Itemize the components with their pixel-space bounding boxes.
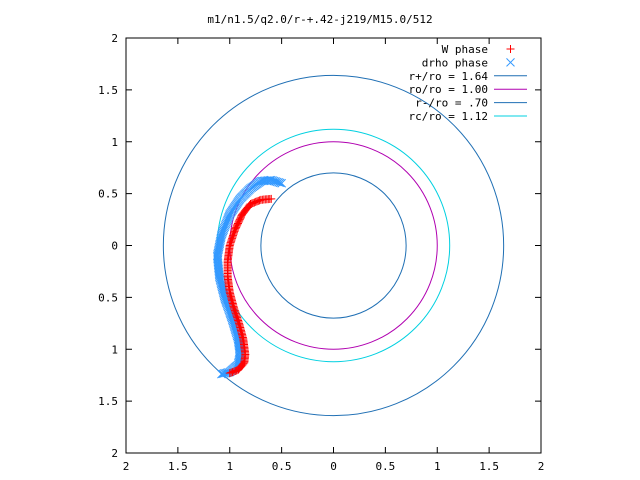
legend-label: drho phase xyxy=(422,56,488,69)
w-phase-marker xyxy=(227,368,236,377)
legend-label: W phase xyxy=(442,43,488,56)
circle-rc-ro xyxy=(216,128,451,363)
y-tick-label: 1.5 xyxy=(98,395,118,408)
legend-label: ro/ro = 1.00 xyxy=(409,83,488,96)
legend-label: rc/ro = 1.12 xyxy=(409,110,488,123)
circle-r--ro xyxy=(260,172,407,319)
x-tick-label: 1.5 xyxy=(168,460,188,473)
x-tick-label: 1.5 xyxy=(479,460,499,473)
x-tick-label: 0.5 xyxy=(375,460,395,473)
y-tick-label: 1.5 xyxy=(98,84,118,97)
y-tick-label: 1 xyxy=(111,343,118,356)
legend-label: r+/ro = 1.64 xyxy=(409,70,489,83)
x-tick-label: 1 xyxy=(434,460,441,473)
drho-phase-marker xyxy=(217,369,226,379)
y-tick-label: 0 xyxy=(111,240,118,253)
axis-ticks: 2 1.5 1 0.5 0 0.5 1 1.5 221.510.500.511.52 xyxy=(98,32,544,473)
y-tick-label: 2 xyxy=(111,447,118,460)
x-tick-label: 0 xyxy=(330,460,337,473)
radius-circles xyxy=(162,74,505,417)
w-phase-marker xyxy=(225,369,234,378)
drho-phase-marker xyxy=(219,369,229,378)
x-tick-label: 2 xyxy=(538,460,545,473)
circle-r--ro xyxy=(162,74,505,417)
chart-title: m1/n1.5/q2.0/r-+.42-j219/M15.0/512 xyxy=(207,13,432,26)
x-tick-label: 1 xyxy=(226,460,233,473)
y-tick-label: 0.5 xyxy=(98,188,118,201)
x-tick-label: 2 xyxy=(123,460,130,473)
legend-marker-sample xyxy=(506,45,515,53)
series-markers xyxy=(212,45,515,379)
x-tick-label: 0.5 xyxy=(272,460,292,473)
y-tick-label: 2 xyxy=(111,32,118,45)
y-tick-label: 0.5 xyxy=(98,291,118,304)
legend-marker-sample xyxy=(506,58,515,67)
legend-label: r-/ro = .70 xyxy=(415,97,488,110)
y-tick-label: 1 xyxy=(111,136,118,149)
drho-phase-marker xyxy=(218,369,228,379)
